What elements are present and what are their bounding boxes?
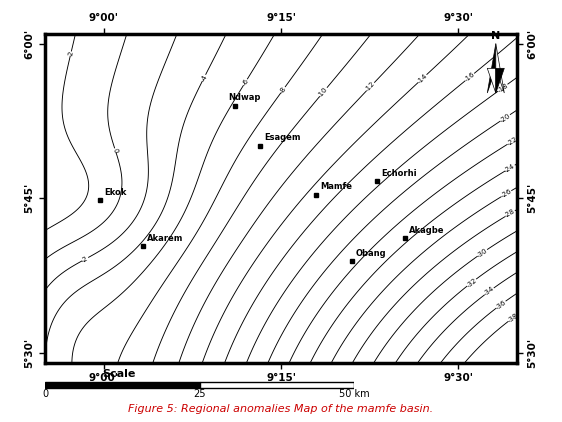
Text: -2: -2 (81, 255, 90, 263)
Text: -28: -28 (504, 208, 516, 219)
Text: -4: -4 (200, 73, 209, 82)
Text: Scale: Scale (102, 369, 136, 379)
Text: Esagem: Esagem (264, 133, 301, 142)
Text: Echorhi: Echorhi (381, 169, 416, 178)
Text: -30: -30 (476, 247, 489, 259)
Text: -16: -16 (463, 71, 476, 83)
Bar (45, 382, 200, 388)
Text: -24: -24 (504, 162, 516, 173)
Text: -20: -20 (499, 112, 511, 124)
Polygon shape (487, 68, 496, 93)
Text: -6: -6 (241, 78, 250, 87)
Text: Akarem: Akarem (147, 234, 184, 243)
Text: Ekok: Ekok (105, 188, 127, 197)
Text: -34: -34 (483, 286, 496, 297)
Text: 50 km: 50 km (339, 389, 369, 399)
Text: -26: -26 (500, 188, 513, 199)
Text: -14: -14 (416, 73, 429, 85)
Bar (200, 382, 354, 388)
Text: 25: 25 (193, 389, 206, 399)
Text: -8: -8 (279, 85, 287, 95)
Polygon shape (487, 43, 496, 93)
Text: -32: -32 (465, 277, 478, 288)
Text: -38: -38 (507, 312, 519, 324)
Text: 0: 0 (42, 389, 48, 399)
Polygon shape (496, 43, 504, 93)
Text: N: N (491, 30, 500, 41)
Text: 0: 0 (112, 147, 119, 154)
Text: Figure 5: Regional anomalies Map of the mamfe basin.: Figure 5: Regional anomalies Map of the … (129, 403, 433, 414)
Text: 2: 2 (67, 51, 74, 57)
Text: Ndwap: Ndwap (228, 93, 260, 102)
Text: -36: -36 (495, 299, 507, 311)
Text: Akagbe: Akagbe (409, 226, 445, 235)
Text: -22: -22 (506, 136, 519, 147)
Text: Obang: Obang (356, 249, 387, 258)
Text: Mamfe: Mamfe (321, 182, 353, 191)
Polygon shape (496, 68, 504, 93)
Text: -10: -10 (318, 86, 329, 98)
Text: -18: -18 (496, 82, 509, 94)
Text: -12: -12 (364, 81, 377, 93)
